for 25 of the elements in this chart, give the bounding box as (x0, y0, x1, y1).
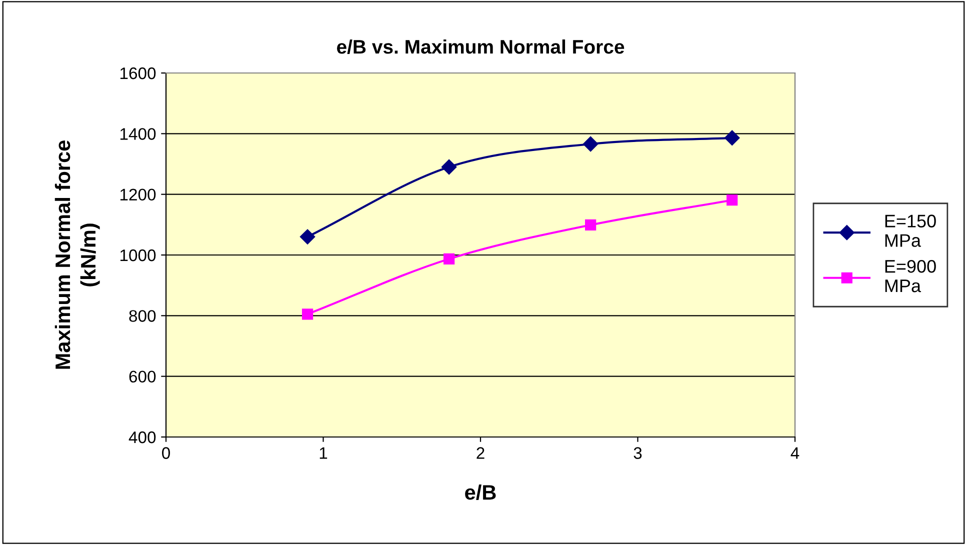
y-axis-title: Maximum Normal force (kN/m) (54, 140, 100, 369)
chart-title: e/B vs. Maximum Normal Force (337, 39, 624, 54)
x-tick-label: 2 (476, 447, 484, 459)
point (443, 253, 455, 264)
point (726, 194, 738, 206)
y-tick-label: 400 (128, 431, 156, 444)
x-tick-label: 4 (790, 447, 800, 459)
point (441, 159, 457, 175)
legend-label: E=150 MPa (885, 214, 936, 247)
x-tick-label: 0 (162, 447, 170, 459)
y-tick-label: 1600 (120, 67, 156, 80)
point (583, 136, 598, 152)
legend-label: E=900 MPa (885, 260, 936, 292)
x-axis-title: e/B (465, 484, 496, 500)
point (302, 308, 314, 320)
y-tick-label: 600 (129, 370, 156, 383)
y-tick-label: 1400 (120, 128, 156, 140)
point (300, 229, 316, 244)
point (724, 130, 740, 146)
x-tick-label: 1 (320, 447, 328, 459)
y-tick-label: 1200 (120, 188, 156, 201)
x-tick-label: 3 (634, 447, 642, 459)
y-tick-label: 1000 (120, 249, 156, 262)
point (585, 219, 596, 231)
y-tick-label: 800 (129, 310, 156, 322)
